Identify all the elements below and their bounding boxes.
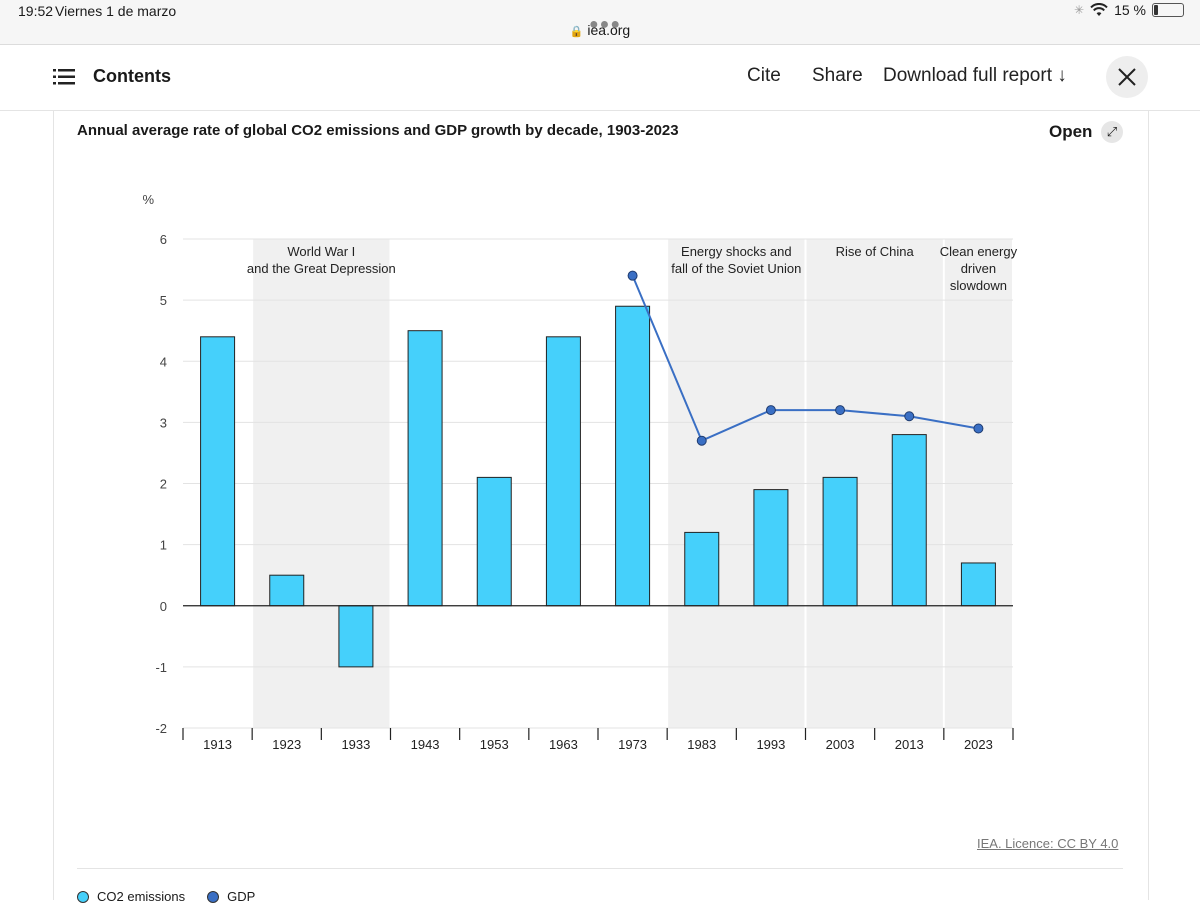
contents-button[interactable]: Contents xyxy=(93,66,171,86)
status-time: 19:52 xyxy=(18,3,54,19)
close-button[interactable] xyxy=(1106,56,1148,98)
more-dots-icon[interactable]: ●●● xyxy=(589,16,621,33)
gdp-swatch xyxy=(207,890,220,903)
legend-item-gdp[interactable]: GDP xyxy=(207,889,255,904)
wifi-icon xyxy=(1090,3,1108,16)
legend: CO2 emissions GDP xyxy=(77,889,255,904)
cite-button[interactable]: Cite xyxy=(747,65,781,86)
status-date: Viernes 1 de marzo xyxy=(55,3,177,19)
chart-card xyxy=(53,110,1149,900)
url-text: iea.org xyxy=(587,22,631,38)
status-bar: 19:52 Viernes 1 de marzo ✳ 15 % xyxy=(0,0,1200,22)
list-menu-icon[interactable] xyxy=(53,68,75,86)
legend-label-co2: CO2 emissions xyxy=(97,889,186,904)
chart-title: Annual average rate of global CO2 emissi… xyxy=(77,122,679,139)
legend-divider xyxy=(77,868,1123,869)
loading-icon: ✳ xyxy=(1074,3,1085,17)
open-link[interactable]: Open xyxy=(1049,122,1093,141)
browser-bar: ●●● 🔒 iea.org xyxy=(0,16,1200,45)
close-icon xyxy=(1118,68,1136,86)
report-header: Contents Cite Share Download full report… xyxy=(0,44,1200,111)
lock-icon: 🔒 xyxy=(569,26,584,38)
download-report-button[interactable]: Download full report ↓ xyxy=(883,65,1067,86)
license-link[interactable]: IEA. Licence: CC BY 4.0 xyxy=(977,836,1119,851)
share-button[interactable]: Share xyxy=(812,65,863,86)
legend-item-co2[interactable]: CO2 emissions xyxy=(77,889,185,904)
co2-swatch xyxy=(77,890,89,903)
legend-label-gdp: GDP xyxy=(227,889,256,904)
address-bar[interactable]: 🔒 iea.org xyxy=(0,22,1200,38)
external-link-icon[interactable]: ⤢ xyxy=(1101,121,1123,143)
battery-percent: 15 % xyxy=(1114,2,1146,18)
battery-icon xyxy=(1152,3,1184,17)
